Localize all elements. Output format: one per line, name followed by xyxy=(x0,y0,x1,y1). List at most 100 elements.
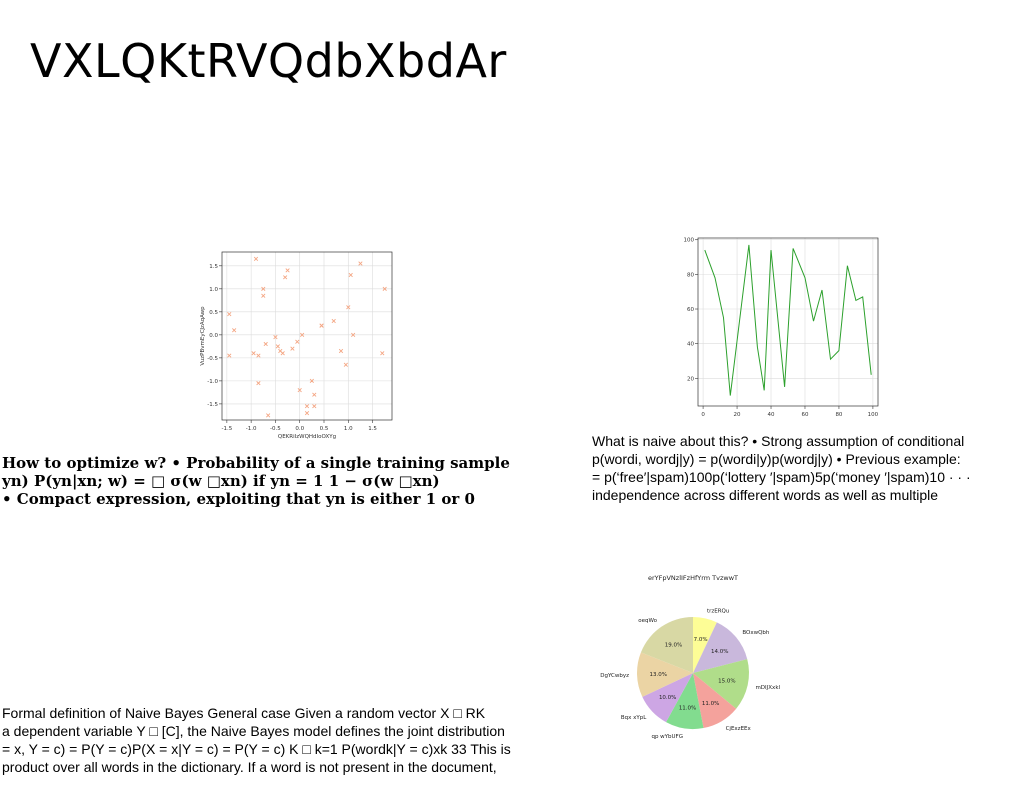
text-line: Formal definition of Naive Bayes General… xyxy=(2,705,486,721)
slice-category-label: DgYCwbyz xyxy=(600,673,629,679)
slice-category-label: mDIJXxkl xyxy=(755,685,780,691)
slice-value-label: 11.0% xyxy=(679,705,696,711)
scatter-point xyxy=(261,293,266,298)
scatter-point xyxy=(227,312,232,317)
slice-category-label: Bqx xYpL xyxy=(621,715,647,721)
scatter-point xyxy=(263,341,268,347)
text-line: product over all words in the dictionary… xyxy=(2,759,497,775)
scatter-point xyxy=(256,381,261,386)
y-tick-label: 1.5 xyxy=(209,264,218,270)
scatter-point xyxy=(251,351,256,356)
pie-slice xyxy=(640,617,693,673)
pie-slice xyxy=(693,617,717,673)
scatter-point xyxy=(285,268,290,273)
y-tick-label: 80 xyxy=(687,272,694,278)
slice-value-label: 14.0% xyxy=(711,649,728,655)
x-axis-label: QEKRiIzWQHdIoOXYg xyxy=(278,434,336,440)
scatter-point xyxy=(283,275,288,280)
pie-chart: erYFpVNzlIFzHfYrm TvzwwT 7.0% trzERQu 14.0%… xyxy=(600,574,780,740)
x-tick-label: 0 xyxy=(701,412,705,418)
scatter-point xyxy=(232,328,237,333)
slice-value-label: 11.0% xyxy=(702,701,719,707)
y-tick-label: -0.5 xyxy=(207,356,218,362)
y-tick-label: -1.0 xyxy=(207,379,218,385)
text-line: independence across different words as w… xyxy=(592,487,939,503)
text-block-optimize: How to optimize w? • Probability of a si… xyxy=(2,454,562,508)
y-tick-label: 0.5 xyxy=(209,310,218,316)
x-tick-label: -1.5 xyxy=(221,426,232,432)
text-block-naive: What is naive about this? • Strong assum… xyxy=(592,432,1024,504)
scatter-point xyxy=(346,305,351,310)
scatter-point xyxy=(295,339,300,344)
scatter-point xyxy=(331,318,336,324)
scatter-point xyxy=(280,351,285,356)
text-line: yn) P(yn|xn; w) = □ σ(w □xn) if yn = 1 1… xyxy=(2,472,440,490)
x-tick-label: 0.0 xyxy=(295,426,304,432)
slice-value-label: 19.0% xyxy=(665,642,682,648)
text-line: • Compact expression, exploiting that yn… xyxy=(2,490,475,508)
scatter-point xyxy=(273,335,278,340)
x-tick-label: -1.0 xyxy=(246,426,257,432)
scatter-point xyxy=(297,387,302,393)
slice-category-label: BOxwQbh xyxy=(742,630,770,636)
pie-slice xyxy=(642,673,693,723)
pie-slice xyxy=(666,673,704,729)
scatter-point xyxy=(275,344,280,349)
pie-slice xyxy=(693,659,749,709)
line-chart: 0 20 40 60 80 100 20 40 60 80 100 xyxy=(684,237,879,418)
text-line: a dependent variable Y □ [C], the Naive … xyxy=(2,723,505,739)
scatter-chart: -1.5 -1.0 -0.5 0.0 0.5 1.0 1.5 -1.5 -1.0 -0.5 0.0 0… xyxy=(200,251,393,440)
pie-slice xyxy=(693,622,748,673)
slice-category-label: qp wYbUFG xyxy=(651,734,683,740)
y-tick-label: 100 xyxy=(684,238,695,244)
scatter-point xyxy=(261,286,266,291)
scatter-point xyxy=(304,404,310,409)
scatter-point xyxy=(309,378,314,383)
pie-slice xyxy=(637,652,693,697)
slice-category-label: trzERQu xyxy=(707,609,729,615)
scatter-point xyxy=(382,286,387,291)
y-tick-label: -1.5 xyxy=(207,402,218,408)
slice-category-label: CjExzEEx xyxy=(726,726,752,732)
scatter-point xyxy=(256,353,261,358)
slice-value-label: 13.0% xyxy=(650,672,667,678)
scatter-point xyxy=(358,261,363,266)
y-tick-label: 60 xyxy=(687,307,694,313)
x-tick-label: 60 xyxy=(801,412,808,418)
slice-value-label: 7.0% xyxy=(694,637,708,643)
slide-title: VXLQKtRVQdbXbdAr xyxy=(30,34,507,88)
y-axis-label: VuzPBvmEyCJzAqAwp xyxy=(200,306,206,366)
plot-frame xyxy=(697,237,879,407)
x-tick-label: 80 xyxy=(835,412,842,418)
scatter-point xyxy=(312,404,317,409)
text-line: How to optimize w? • Probability of a si… xyxy=(2,454,510,472)
slice-value-label: 15.0% xyxy=(718,679,735,685)
x-tick-label: 40 xyxy=(768,412,775,418)
scatter-point xyxy=(312,392,317,397)
y-tick-label: 20 xyxy=(687,376,694,382)
scatter-point xyxy=(304,410,310,416)
scatter-point xyxy=(253,256,259,262)
scatter-point xyxy=(343,362,348,367)
scatter-point xyxy=(380,351,385,356)
y-tick-label: 40 xyxy=(687,342,694,348)
x-tick-label: 20 xyxy=(734,412,741,418)
scatter-point xyxy=(290,346,295,351)
pie-slice xyxy=(693,673,737,729)
x-tick-label: 1.0 xyxy=(344,426,353,432)
text-line: p(wordi, wordj|y) = p(wordi|y)p(wordj|y)… xyxy=(592,451,961,467)
slice-value-label: 10.0% xyxy=(659,695,676,701)
series-line xyxy=(704,244,872,396)
scatter-point xyxy=(351,332,356,337)
text-line: What is naive about this? • Strong assum… xyxy=(592,433,965,449)
y-tick-label: 1.0 xyxy=(209,287,218,293)
x-tick-label: -0.5 xyxy=(270,426,281,432)
scatter-point xyxy=(266,413,271,418)
text-line: = p(‘free′|spam)100p(‘lottery ′|spam)5p(… xyxy=(592,469,971,485)
scatter-point xyxy=(300,332,305,337)
scatter-point xyxy=(338,348,344,354)
x-tick-label: 0.5 xyxy=(320,426,329,432)
text-line: = x, Y = c) = P(Y = c)P(X = x|Y = c) = P… xyxy=(2,741,511,757)
scatter-point xyxy=(319,323,324,328)
scatter-point xyxy=(227,353,232,358)
